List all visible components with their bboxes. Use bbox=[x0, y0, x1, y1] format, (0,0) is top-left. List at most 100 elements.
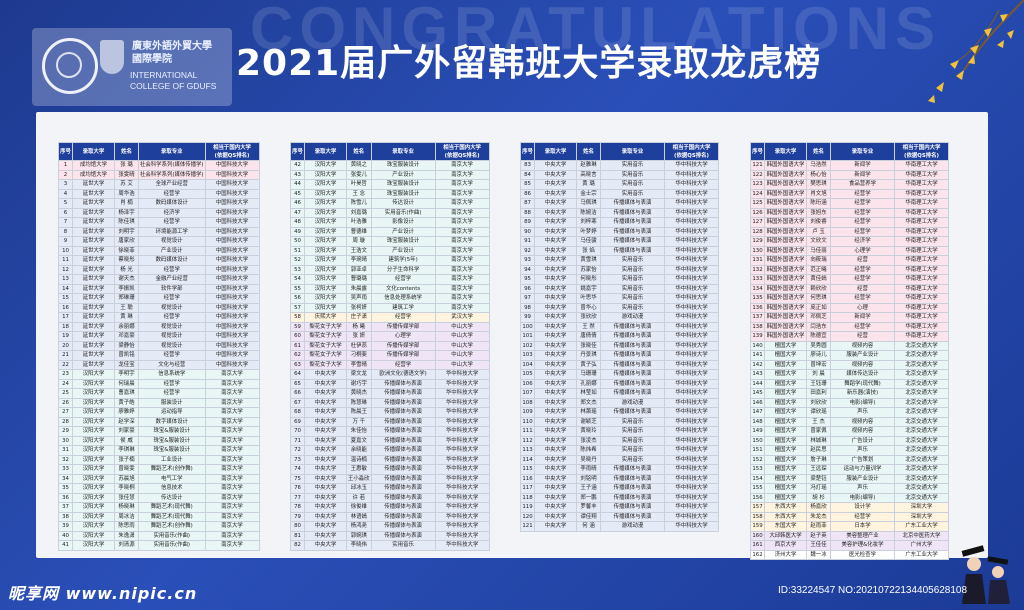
watermark: 昵享网 www.nipic.cn bbox=[8, 584, 198, 603]
cell-uni: 檀国大学 bbox=[764, 483, 807, 494]
cell-major: 视频内容 bbox=[830, 416, 895, 427]
cell-uni: 汉阳大学 bbox=[304, 179, 347, 190]
cell-uni: 中央大学 bbox=[304, 492, 347, 503]
cell-uni: 韩国外国语大学 bbox=[764, 179, 807, 190]
cell-rank: 华中科技大学 bbox=[664, 274, 719, 285]
cell-major: 实用音乐 bbox=[370, 540, 436, 551]
cell-uni: 韩国外国语大学 bbox=[764, 321, 807, 332]
logo-en-line2: COLLEGE OF GDUFS bbox=[130, 81, 217, 91]
cell-seq: 155 bbox=[750, 483, 765, 494]
table-row: 101 中央大学 唐倩倩 传播媒体与表演 华中科技大学 bbox=[520, 331, 719, 342]
cell-seq: 80 bbox=[290, 521, 305, 532]
cell-major: 传播媒体与表演 bbox=[370, 378, 436, 389]
cell-name: 谢巧宇 bbox=[346, 378, 372, 389]
cell-uni: 韩国外国语大学 bbox=[764, 302, 807, 313]
cell-major: 文化contents bbox=[370, 283, 436, 294]
cell-name: 郑文杰 bbox=[576, 397, 601, 408]
cell-name: 朱龙杰 bbox=[806, 511, 831, 522]
table-row: 61 梨花女子大学 杜伊蕊 传播传媒学部 中山大学 bbox=[290, 340, 490, 351]
cell-seq: 121 bbox=[750, 160, 765, 171]
cell-seq: 69 bbox=[290, 416, 305, 427]
cell-major: 运动指导 bbox=[138, 407, 206, 418]
cell-rank: 南京大学 bbox=[434, 160, 490, 171]
cell-major: 经营 bbox=[830, 255, 895, 266]
cell-seq: 133 bbox=[750, 274, 765, 285]
cell-rank: 广东工业大学 bbox=[894, 521, 949, 532]
cell-name: 陈晨王 bbox=[346, 407, 372, 418]
cell-rank: 华中科技大学 bbox=[664, 169, 719, 180]
cell-major: 新闻学 bbox=[830, 169, 895, 180]
table-row: 76 中央大学 邱冰玉 传播媒体与表演 华中科技大学 bbox=[290, 483, 490, 494]
cell-name: 朱逸潇 bbox=[114, 530, 139, 541]
cell-rank: 华中科技大学 bbox=[664, 464, 719, 475]
cell-name: 朱晨露 bbox=[346, 283, 372, 294]
cell-rank: 南京大学 bbox=[434, 255, 490, 266]
table-row: 111 中央大学 黄晓玲 实用音乐 华中科技大学 bbox=[520, 426, 719, 437]
cell-major: 传播媒体与表演 bbox=[370, 521, 436, 532]
cell-major: 舞蹈艺术(创作舞) bbox=[138, 521, 206, 532]
cell-rank: 华中科技大学 bbox=[664, 179, 719, 190]
cell-rank: 中国科技大学 bbox=[204, 255, 260, 266]
cell-major: 传播媒体与表演 bbox=[600, 340, 665, 351]
cell-uni: 中央大学 bbox=[534, 388, 577, 399]
cell-rank: 北京交通大学 bbox=[894, 464, 949, 475]
cell-seq: 141 bbox=[750, 350, 765, 361]
cell-major: 视频内容 bbox=[830, 426, 895, 437]
table-row: 32 汉阳大学 张子楠 工业设计 南京大学 bbox=[58, 454, 260, 465]
cell-uni: 汉阳大学 bbox=[72, 492, 115, 503]
cell-name: 王惠敏 bbox=[346, 464, 372, 475]
cell-rank: 华中科技大学 bbox=[664, 283, 719, 294]
cell-uni: 汉阳大学 bbox=[304, 207, 347, 218]
table-row: 40 汉阳大学 朱逸潇 实用音乐(作曲) 南京大学 bbox=[58, 530, 260, 541]
cell-rank: 华南理工大学 bbox=[894, 293, 949, 304]
cell-rank: 华中科技大学 bbox=[664, 198, 719, 209]
table-row: 125 韩国外国语大学 陈珩涵 经营学 华南理工大学 bbox=[750, 198, 949, 209]
cell-rank: 中国科技大学 bbox=[204, 207, 260, 218]
graduates-icon bbox=[961, 545, 1010, 604]
cell-major: 经营学 bbox=[138, 378, 206, 389]
cell-major: 实用音乐 bbox=[600, 188, 665, 199]
table-header-row: 序号 录取大学 姓名 录取专业 相当于国内大学 (依据QS排名) bbox=[520, 142, 719, 161]
cell-name: 王 杰 bbox=[806, 416, 831, 427]
table-row: 44 汉阳大学 叶昊哲 珠宝服装设计 南京大学 bbox=[290, 179, 490, 190]
cell-name: 苏家怡 bbox=[576, 264, 601, 275]
cell-seq: 123 bbox=[750, 179, 765, 190]
cell-name: 张佳慧 bbox=[114, 492, 139, 503]
cell-uni: 韩国外国语大学 bbox=[764, 198, 807, 209]
cell-rank: 广东工业大学 bbox=[894, 549, 949, 560]
cell-seq: 55 bbox=[290, 283, 305, 294]
cell-name: 叶梦婷 bbox=[576, 226, 601, 237]
cell-rank: 华南理工大学 bbox=[894, 331, 949, 342]
cell-uni: 汉阳大学 bbox=[304, 217, 347, 228]
cell-seq: 130 bbox=[750, 245, 765, 256]
header-major: 录取专业 bbox=[138, 142, 206, 161]
cell-rank: 华中科技大学 bbox=[664, 255, 719, 266]
cell-major: 游戏动漫 bbox=[600, 397, 665, 408]
cell-seq: 92 bbox=[520, 245, 535, 256]
cell-seq: 160 bbox=[750, 530, 765, 541]
table-row: 135 韩国外国语大学 何思琪 经营学 华南理工大学 bbox=[750, 293, 949, 304]
cell-seq: 128 bbox=[750, 226, 765, 237]
cell-name: 黄 璐 bbox=[576, 179, 601, 190]
table-row: 156 檀国大学胡 杉电影(编导) 北京交通大学 bbox=[750, 492, 949, 503]
table-row: 159 东国大学 赵雨菲 日本学 广东工业大学 bbox=[750, 521, 949, 532]
cell-uni: 檀国大学 bbox=[764, 445, 807, 456]
table-row: 24 汉阳大学 何瑞晨 经营学 南京大学 bbox=[58, 378, 260, 389]
cell-seq: 139 bbox=[750, 331, 765, 342]
cell-uni: 汉阳大学 bbox=[72, 435, 115, 446]
header-rank: 相当于国内大学 (依据QS排名) bbox=[434, 142, 490, 161]
cell-seq: 94 bbox=[520, 264, 535, 275]
cell-major: 软件学部 bbox=[138, 283, 206, 294]
cell-uni: 中央大学 bbox=[534, 169, 577, 180]
cell-rank: 南京大学 bbox=[434, 198, 490, 209]
cell-name: 唐家欣 bbox=[114, 236, 139, 247]
cell-name: 刘嘉璐 bbox=[346, 207, 372, 218]
cell-name: 曹嘉琪 bbox=[114, 388, 139, 399]
cell-rank: 南京大学 bbox=[204, 445, 260, 456]
cell-seq: 21 bbox=[58, 350, 73, 361]
cell-uni: 檀国大学 bbox=[764, 454, 807, 465]
cell-rank: 北京中医药大学 bbox=[894, 530, 949, 541]
cell-name: 杨 曦 bbox=[346, 321, 372, 332]
cell-name: 李雪晴 bbox=[346, 359, 372, 370]
cell-uni: 汉阳大学 bbox=[304, 264, 347, 275]
